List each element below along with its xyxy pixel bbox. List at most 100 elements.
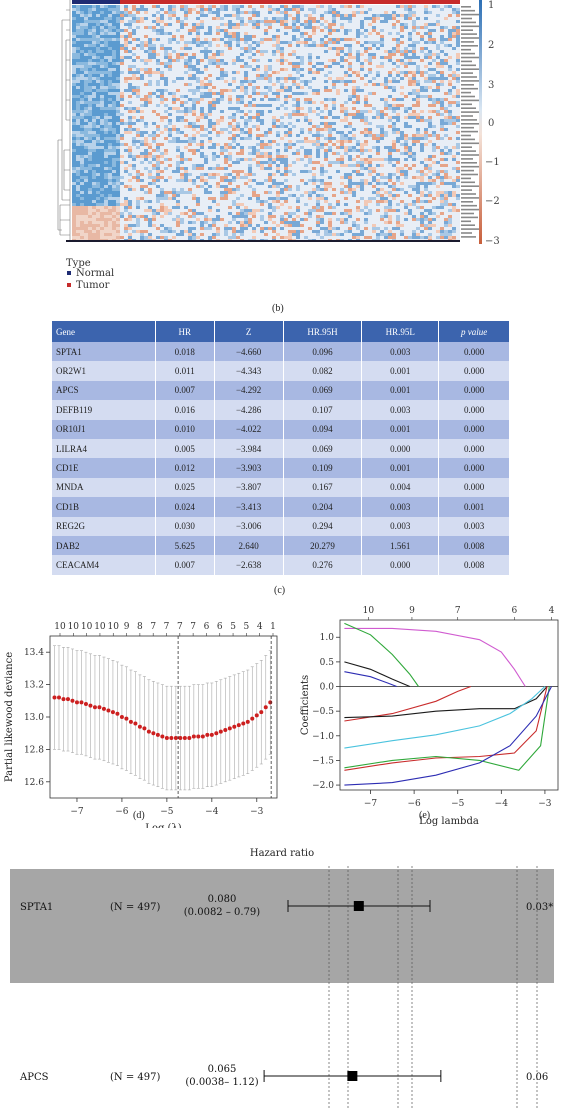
heatmap-cell (448, 5, 452, 8)
heatmap-cell (80, 107, 84, 110)
heatmap-cell (372, 170, 376, 173)
heatmap-cell (436, 23, 440, 26)
heatmap-cell (360, 65, 364, 68)
heatmap-cell (288, 26, 292, 29)
heatmap-cell (128, 83, 132, 86)
heatmap-cell (128, 56, 132, 59)
gene-label-mark (461, 212, 474, 215)
heatmap-cell (304, 92, 308, 95)
heatmap-cell (296, 5, 300, 8)
heatmap-cell (264, 233, 268, 236)
heatmap-cell (300, 5, 304, 8)
heatmap-cell (404, 74, 408, 77)
heatmap-cell (408, 185, 412, 188)
heatmap-cell (76, 215, 80, 218)
heatmap-cell (288, 41, 292, 44)
heatmap-cell (352, 188, 356, 191)
heatmap-cell (336, 38, 340, 41)
heatmap-cell (440, 200, 444, 203)
heatmap-cell (408, 71, 412, 74)
heatmap-cell (312, 191, 316, 194)
heatmap-cell (156, 167, 160, 170)
heatmap-cell (188, 110, 192, 113)
heatmap-cell (232, 170, 236, 173)
heatmap-cell (76, 44, 80, 47)
heatmap-cell (256, 104, 260, 107)
heatmap-cell (72, 146, 76, 149)
heatmap-cell (256, 41, 260, 44)
heatmap-cell (168, 62, 172, 65)
heatmap-cell (384, 77, 388, 80)
heatmap-cell (240, 80, 244, 83)
heatmap-cell (292, 68, 296, 71)
heatmap-cell (284, 167, 288, 170)
heatmap-cell (280, 122, 284, 125)
heatmap-cell (416, 176, 420, 179)
heatmap-cell (288, 233, 292, 236)
heatmap-cell (160, 29, 164, 32)
heatmap-cell (108, 104, 112, 107)
heatmap-cell (72, 47, 76, 50)
heatmap-cell (88, 86, 92, 89)
heatmap-cell (116, 209, 120, 212)
heatmap-cell (148, 71, 152, 74)
heatmap-cell (164, 56, 168, 59)
heatmap-cell (212, 233, 216, 236)
heatmap-cell (388, 203, 392, 206)
heatmap-cell (208, 224, 212, 227)
heatmap-cell (332, 17, 336, 20)
heatmap-cell (236, 125, 240, 128)
heatmap-cell (80, 233, 84, 236)
heatmap-cell (172, 137, 176, 140)
heatmap-cell (448, 230, 452, 233)
table-cell: CD1B (52, 497, 156, 517)
heatmap-cell (248, 50, 252, 53)
heatmap-cell (260, 92, 264, 95)
heatmap-cell (224, 230, 228, 233)
table-cell: 0.107 (283, 400, 363, 420)
heatmap-cell (220, 53, 224, 56)
heatmap-cell (360, 164, 364, 167)
heatmap-cell (344, 197, 348, 200)
heatmap-cell (188, 221, 192, 224)
heatmap-cell (448, 89, 452, 92)
heatmap-cell (112, 53, 116, 56)
heatmap-cell (368, 170, 372, 173)
heatmap-cell (384, 20, 388, 23)
heatmap-cell (452, 77, 456, 80)
heatmap-cell (432, 89, 436, 92)
heatmap-cell (76, 125, 80, 128)
heatmap-cell (260, 113, 264, 116)
heatmap-cell (328, 11, 332, 14)
heatmap-cell (380, 131, 384, 134)
heatmap-cell (168, 41, 172, 44)
heatmap-cell (280, 68, 284, 71)
heatmap-cell (248, 101, 252, 104)
heatmap-cell (96, 203, 100, 206)
heatmap-cell (80, 26, 84, 29)
heatmap-cell (424, 131, 428, 134)
heatmap-cell (276, 206, 280, 209)
heatmap-cell (416, 26, 420, 29)
heatmap-cell (304, 44, 308, 47)
top-tick-label: 7 (455, 606, 461, 616)
heatmap-cell (220, 98, 224, 101)
y-tick-label: 13.2 (24, 681, 44, 691)
heatmap-cell (408, 32, 412, 35)
heatmap-cell (152, 44, 156, 47)
heatmap-cell (108, 215, 112, 218)
heatmap-cell (416, 137, 420, 140)
heatmap-cell (212, 17, 216, 20)
coefficient-path (344, 685, 471, 722)
heatmap-cell (76, 38, 80, 41)
heatmap-cell (240, 86, 244, 89)
heatmap-cell (92, 95, 96, 98)
heatmap-cell (416, 119, 420, 122)
heatmap-cell (184, 176, 188, 179)
heatmap-cell (336, 131, 340, 134)
heatmap-cell (368, 161, 372, 164)
gene-label-mark (461, 228, 479, 230)
heatmap-cell (396, 170, 400, 173)
heatmap-cell (136, 11, 140, 14)
heatmap-cell (100, 20, 104, 23)
